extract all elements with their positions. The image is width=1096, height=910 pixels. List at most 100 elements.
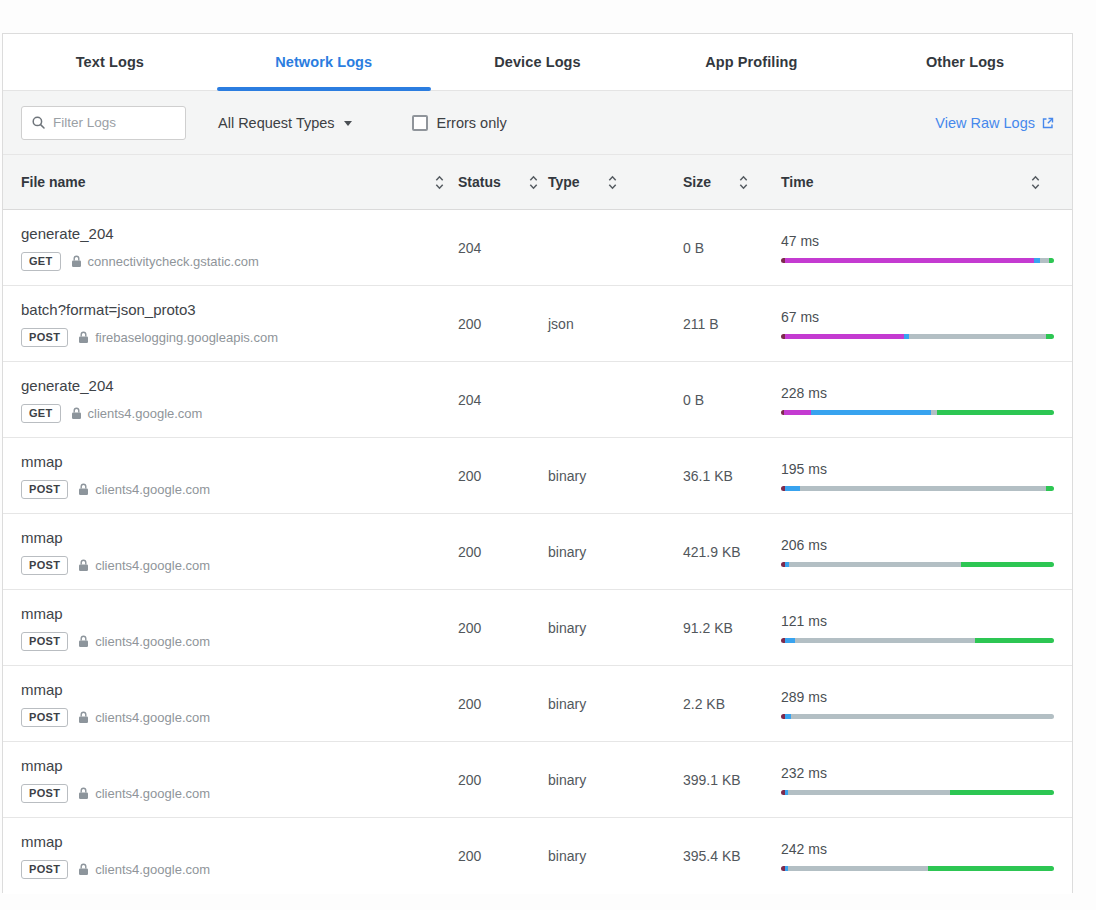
lock-icon	[78, 483, 89, 496]
method-badge: POST	[21, 556, 68, 575]
file-name: mmap	[21, 833, 458, 850]
file-meta: POST clients4.google.com	[21, 480, 458, 499]
timing-segment-gray	[791, 714, 1054, 719]
column-header-status[interactable]: Status	[458, 174, 548, 190]
timing-segment-green	[1049, 258, 1054, 263]
time-cell: 242 ms	[781, 841, 1054, 871]
sort-icon[interactable]	[739, 175, 748, 190]
column-header-time[interactable]: Time	[781, 174, 1054, 190]
lock-icon	[78, 787, 89, 800]
request-type-label: All Request Types	[218, 115, 335, 131]
domain-label: connectivitycheck.gstatic.com	[88, 254, 259, 269]
time-label: 206 ms	[781, 537, 1054, 553]
table-row[interactable]: batch?format=json_proto3 POST firebaselo…	[3, 286, 1072, 362]
status-cell: 204	[458, 240, 548, 256]
column-header-type[interactable]: Type	[548, 174, 683, 190]
file-meta: POST clients4.google.com	[21, 556, 458, 575]
column-header-size[interactable]: Size	[683, 174, 781, 190]
size-cell: 421.9 KB	[683, 544, 781, 560]
request-domain: clients4.google.com	[78, 482, 210, 497]
timing-segment-gray	[800, 486, 1046, 491]
timing-bar	[781, 562, 1054, 567]
timing-bar	[781, 410, 1054, 415]
time-label: 228 ms	[781, 385, 1054, 401]
type-cell: binary	[548, 544, 683, 560]
tab-text-logs[interactable]: Text Logs	[3, 34, 217, 90]
domain-label: clients4.google.com	[95, 786, 210, 801]
file-meta: GET connectivitycheck.gstatic.com	[21, 252, 458, 271]
column-label: Status	[458, 174, 501, 190]
time-cell: 228 ms	[781, 385, 1054, 415]
size-cell: 395.4 KB	[683, 848, 781, 864]
file-cell: mmap POST clients4.google.com	[21, 757, 458, 803]
lock-icon	[78, 863, 89, 876]
external-link-icon	[1042, 117, 1054, 129]
request-domain: clients4.google.com	[78, 710, 210, 725]
column-header-file-name[interactable]: File name	[21, 174, 458, 190]
table-row[interactable]: mmap POST clients4.google.com 200 binary…	[3, 666, 1072, 742]
status-cell: 200	[458, 772, 548, 788]
file-name: generate_204	[21, 225, 458, 242]
time-label: 67 ms	[781, 309, 1054, 325]
type-cell: binary	[548, 848, 683, 864]
file-name: mmap	[21, 529, 458, 546]
timing-bar	[781, 866, 1054, 871]
file-cell: mmap POST clients4.google.com	[21, 453, 458, 499]
table-row[interactable]: mmap POST clients4.google.com 200 binary…	[3, 590, 1072, 666]
tab-network-logs[interactable]: Network Logs	[217, 34, 431, 90]
timing-bar	[781, 334, 1054, 339]
time-cell: 47 ms	[781, 233, 1054, 263]
type-cell: binary	[548, 772, 683, 788]
table-row[interactable]: mmap POST clients4.google.com 200 binary…	[3, 742, 1072, 818]
timing-segment-blue	[785, 638, 795, 643]
sort-icon[interactable]	[529, 175, 538, 190]
search-input[interactable]	[53, 115, 175, 130]
domain-label: clients4.google.com	[95, 482, 210, 497]
request-domain: firebaselogging.googleapis.com	[78, 330, 278, 345]
filter-logs-search[interactable]	[21, 106, 186, 140]
status-cell: 200	[458, 544, 548, 560]
request-domain: connectivitycheck.gstatic.com	[71, 254, 259, 269]
status-cell: 200	[458, 316, 548, 332]
request-domain: clients4.google.com	[78, 786, 210, 801]
file-cell: generate_204 GET clients4.google.com	[21, 377, 458, 423]
sort-icon[interactable]	[435, 175, 444, 190]
view-raw-logs-link[interactable]: View Raw Logs	[935, 115, 1054, 131]
errors-only-checkbox[interactable]	[412, 115, 428, 131]
table-header: File name Status Type	[3, 155, 1072, 210]
tab-device-logs[interactable]: Device Logs	[431, 34, 645, 90]
table-row[interactable]: generate_204 GET connectivitycheck.gstat…	[3, 210, 1072, 286]
table-row[interactable]: mmap POST clients4.google.com 200 binary…	[3, 514, 1072, 590]
table-row[interactable]: mmap POST clients4.google.com 200 binary…	[3, 818, 1072, 894]
type-cell: json	[548, 316, 683, 332]
time-cell: 206 ms	[781, 537, 1054, 567]
errors-only-toggle[interactable]: Errors only	[412, 115, 507, 131]
sort-icon[interactable]	[1031, 175, 1040, 190]
table-row[interactable]: generate_204 GET clients4.google.com 204…	[3, 362, 1072, 438]
domain-label: clients4.google.com	[95, 710, 210, 725]
table-body: generate_204 GET connectivitycheck.gstat…	[3, 210, 1072, 894]
domain-label: clients4.google.com	[88, 406, 203, 421]
table-row[interactable]: mmap POST clients4.google.com 200 binary…	[3, 438, 1072, 514]
file-name: batch?format=json_proto3	[21, 301, 458, 318]
timing-segment-gray	[789, 562, 961, 567]
time-label: 232 ms	[781, 765, 1054, 781]
time-label: 195 ms	[781, 461, 1054, 477]
method-badge: POST	[21, 632, 68, 651]
request-type-dropdown[interactable]: All Request Types	[218, 115, 352, 131]
timing-segment-gray	[788, 790, 950, 795]
tab-other-logs[interactable]: Other Logs	[858, 34, 1072, 90]
type-cell: binary	[548, 696, 683, 712]
status-cell: 200	[458, 696, 548, 712]
sort-icon[interactable]	[608, 175, 617, 190]
time-cell: 289 ms	[781, 689, 1054, 719]
tab-app-profiling[interactable]: App Profiling	[644, 34, 858, 90]
timing-bar	[781, 638, 1054, 643]
status-cell: 200	[458, 848, 548, 864]
lock-icon	[78, 559, 89, 572]
timing-bar	[781, 714, 1054, 719]
time-label: 47 ms	[781, 233, 1054, 249]
file-meta: POST clients4.google.com	[21, 784, 458, 803]
time-cell: 67 ms	[781, 309, 1054, 339]
method-badge: POST	[21, 328, 68, 347]
